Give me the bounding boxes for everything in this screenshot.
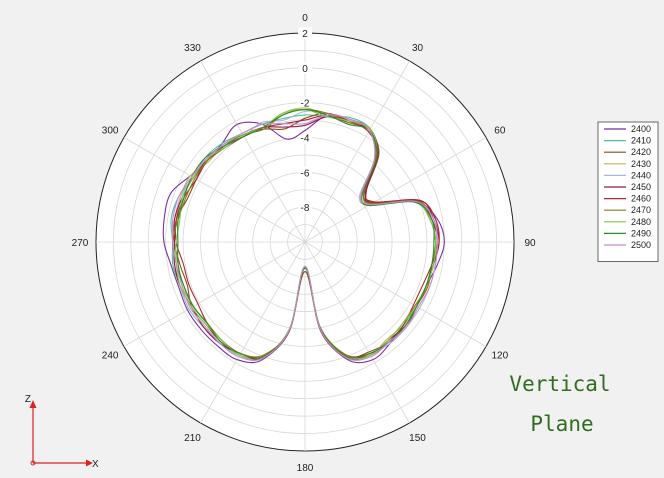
radial-tick-label: 2	[302, 29, 308, 40]
polar-spoke	[123, 241, 306, 347]
legend-label: 2440	[631, 170, 651, 180]
angle-tick-label: 120	[492, 351, 509, 362]
angle-tick-label: 0	[302, 13, 308, 24]
radial-tick-label: -2	[301, 99, 310, 110]
polar-spoke	[304, 241, 410, 424]
radial-tick-label: -4	[301, 134, 310, 145]
legend-label: 2500	[631, 240, 651, 250]
angle-tick-label: 180	[297, 463, 314, 474]
polar-spoke	[304, 241, 487, 347]
radial-tick-bg	[298, 131, 312, 144]
legend-label: 2420	[631, 147, 651, 157]
radial-tick-label: -6	[301, 168, 310, 179]
angle-tick-label: 270	[72, 238, 89, 249]
legend-label: 2410	[631, 136, 651, 146]
angle-tick-label: 90	[524, 238, 536, 249]
z-axis-arrow-icon	[29, 400, 37, 408]
radial-tick-bg	[298, 166, 312, 179]
polar-spoke	[200, 60, 306, 243]
radial-tick-bg	[298, 27, 312, 39]
plane-label-line2: Plane	[530, 412, 593, 436]
polar-spoke	[123, 137, 306, 243]
polar-spokes	[96, 33, 514, 451]
angle-tick-label: 330	[184, 43, 201, 54]
origin-icon	[30, 460, 36, 466]
x-axis-label: X	[92, 459, 99, 470]
radial-tick-bg	[298, 61, 312, 74]
series-line-2500	[171, 114, 439, 361]
series-lines	[162, 107, 445, 364]
z-axis-label: Z	[25, 394, 31, 405]
angle-tick-label: 210	[184, 433, 201, 444]
x-axis-arrow-icon	[86, 459, 93, 467]
legend-box	[597, 121, 659, 263]
radial-tick-label: -8	[301, 203, 310, 214]
legend-label: 2450	[631, 182, 651, 192]
legend-label: 2430	[631, 159, 651, 169]
axis-indicator: Z X	[25, 394, 99, 470]
polar-spoke	[304, 137, 487, 243]
polar-spoke	[304, 60, 410, 243]
radial-tick-bg	[298, 201, 312, 214]
angle-tick-labels: 0 30 60 90 120 150 180 210 240 270 300 330	[72, 13, 536, 474]
legend-label: 2490	[631, 228, 651, 238]
plane-label-line1: Vertical	[509, 372, 610, 396]
angle-tick-label: 300	[102, 126, 119, 137]
legend-label: 2460	[631, 194, 651, 204]
polar-spoke	[200, 241, 306, 424]
legend-label: 2400	[631, 124, 651, 134]
angle-tick-label: 240	[102, 351, 119, 362]
radial-tick-label: 0	[302, 64, 308, 75]
angle-tick-label: 60	[494, 126, 506, 137]
radial-tick-bg	[298, 96, 312, 109]
legend-label: 2480	[631, 217, 651, 227]
radial-tick-labels: 2 0 -2 -4 -6 -8	[298, 27, 312, 214]
legend-label: 2470	[631, 205, 651, 215]
angle-tick-label: 150	[409, 433, 426, 444]
angle-tick-label: 30	[412, 43, 424, 54]
